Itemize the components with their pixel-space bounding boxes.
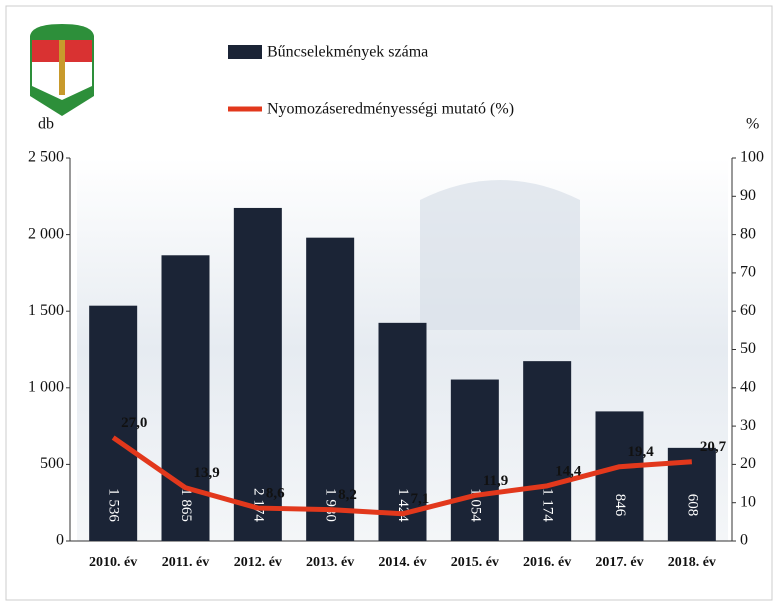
y2-tick-label: 50 [740,340,756,357]
bar-value-label: 1 865 [178,488,194,522]
bar-value-label: 1 174 [540,488,556,522]
y-tick-label: 1 500 [28,302,64,319]
line-value-label: 20,7 [700,439,727,455]
y2-tick-label: 90 [740,187,756,204]
y2-tick-label: 20 [740,455,756,472]
y2-tick-label: 40 [740,378,756,395]
x-tick-label: 2018. év [668,555,716,570]
bar [89,305,138,541]
bar-value-label: 1 980 [323,488,339,522]
y2-tick-label: 70 [740,264,756,281]
y2-tick-label: 80 [740,225,756,242]
line-value-label: 14,4 [555,463,582,479]
legend-swatch [228,45,262,59]
legend-label: Nyomozáseredményességi mutató (%) [267,101,514,118]
line-value-label: 8,2 [338,487,357,503]
y2-tick-label: 0 [740,532,748,549]
x-tick-label: 2015. év [451,555,499,570]
x-tick-label: 2016. év [523,555,571,570]
y2-tick-label: 10 [740,493,756,510]
y2-tick-label: 100 [740,149,764,166]
y-tick-label: 1 000 [28,378,64,395]
y-tick-label: 2 500 [28,149,64,166]
y2-axis-title: % [746,116,759,133]
bar-value-label: 1 536 [106,488,122,522]
x-tick-label: 2012. év [234,555,282,570]
x-tick-label: 2013. év [306,555,354,570]
line [111,435,693,517]
y-tick-label: 0 [56,532,64,549]
bar-value-label: 846 [612,494,628,517]
x-tick-label: 2017. év [595,555,643,570]
x-tick-label: 2011. év [162,555,209,570]
line-value-label: 7,1 [411,491,430,507]
background-building [420,180,580,330]
bar [306,237,355,541]
x-tick-label: 2010. év [89,555,137,570]
bar [523,361,572,541]
line-value-label: 19,4 [628,444,655,460]
bar [450,379,499,541]
y-axis-title: db [38,116,54,133]
legend-label: Bűncselekmények száma [267,44,428,61]
bar-value-label: 2 174 [250,488,266,522]
line-value-label: 27,0 [121,415,147,431]
line-value-label: 13,9 [194,465,220,481]
bar [378,322,427,541]
y-tick-label: 500 [40,455,64,472]
logo [30,24,94,116]
bar-value-label: 1 424 [395,488,411,522]
y2-tick-label: 60 [740,302,756,319]
line-value-label: 11,9 [483,473,508,489]
y-tick-label: 2 000 [28,225,64,242]
line-value-label: 8,6 [266,485,285,501]
y2-tick-label: 30 [740,417,756,434]
x-tick-label: 2014. év [378,555,426,570]
bar-value-label: 608 [684,494,700,517]
bar [233,207,282,541]
bar [595,411,644,541]
